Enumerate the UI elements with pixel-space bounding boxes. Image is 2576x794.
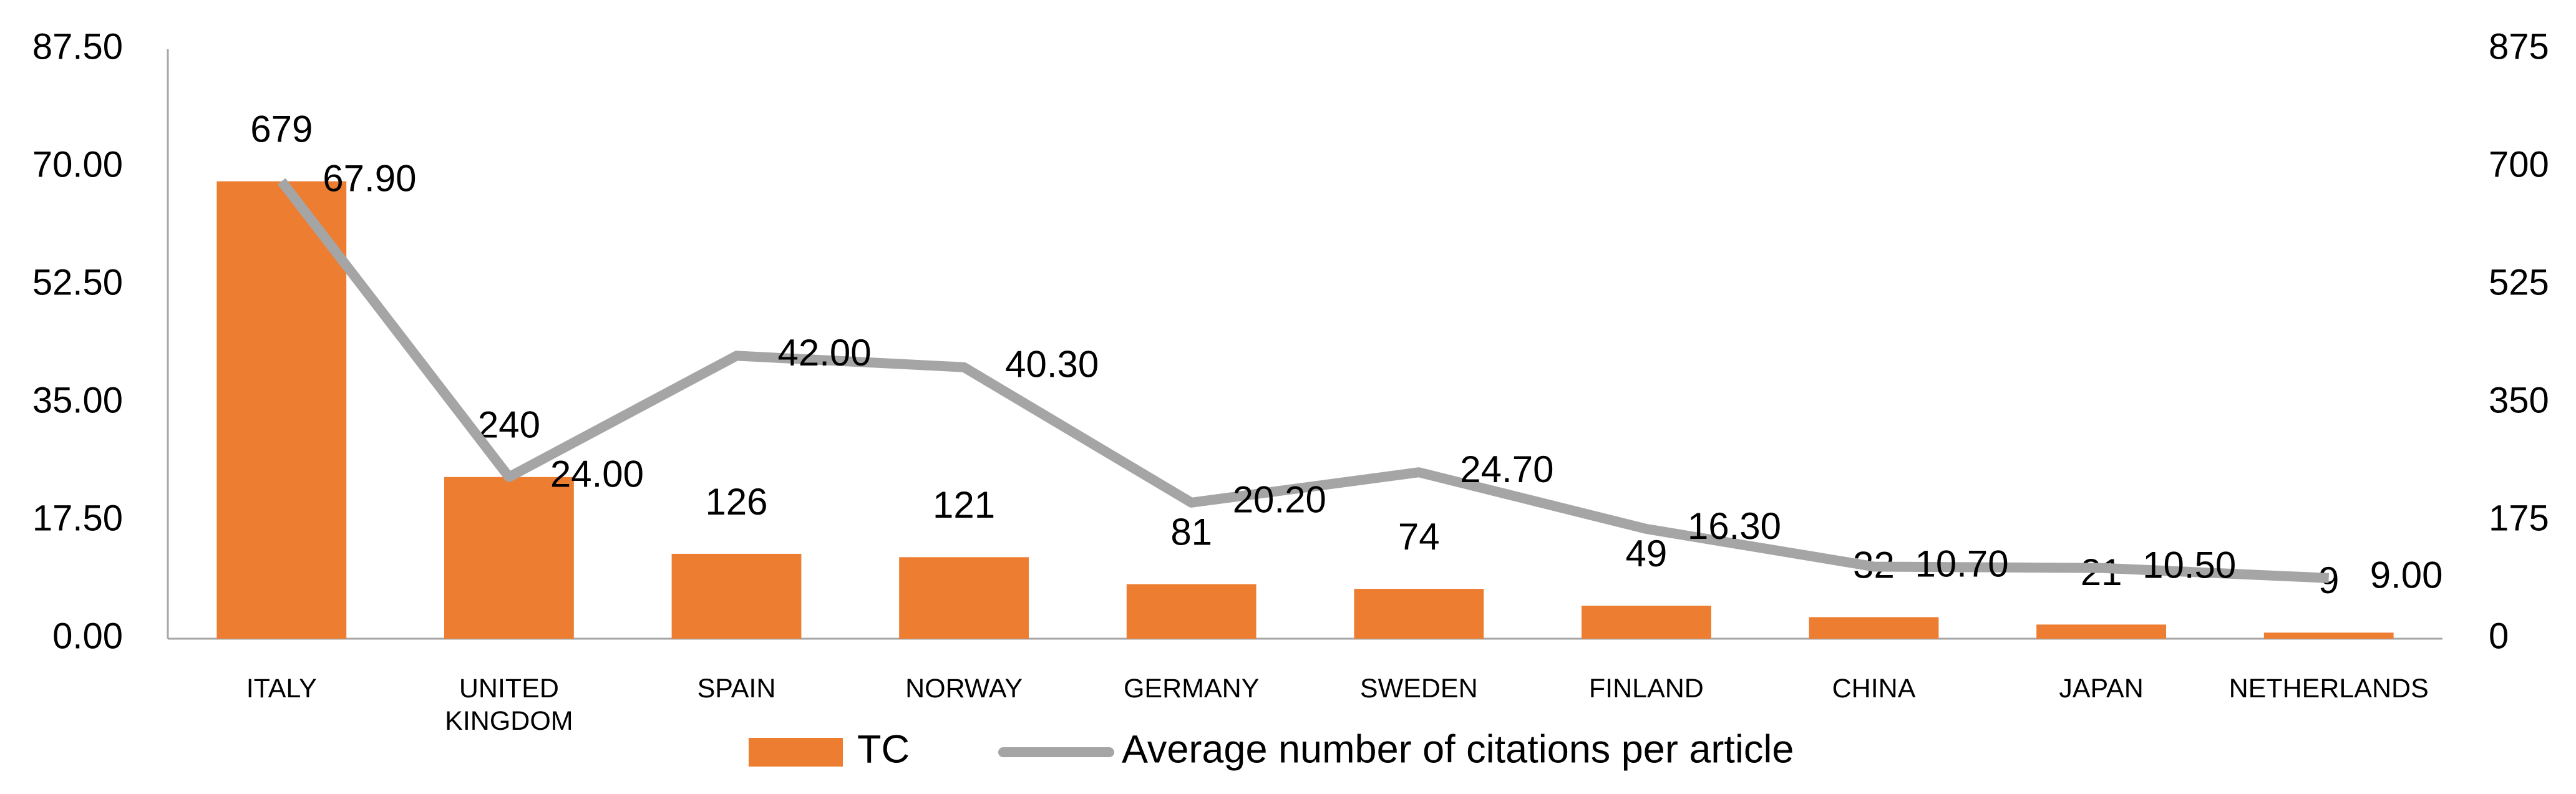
bar [1809, 617, 1939, 639]
legend-label: Average number of citations per article [1122, 728, 1794, 772]
bar [899, 557, 1029, 639]
x-tick-label: NORWAY [905, 674, 1023, 704]
x-tick-label: FINLAND [1588, 674, 1704, 704]
legend-label: TC [857, 728, 910, 772]
bar [1354, 589, 1484, 639]
line-value-label: 67.90 [323, 158, 416, 200]
x-tick-label: UNITED KINGDOM [445, 674, 573, 737]
y-tick-label: 17.50 [32, 498, 123, 538]
line-value-label: 9.00 [2370, 554, 2443, 596]
line-value-label: 16.30 [1688, 505, 1781, 547]
y2-tick-label: 875 [2489, 26, 2549, 67]
y2-tick-label: 525 [2489, 262, 2549, 303]
y-tick-label: 52.50 [32, 262, 123, 303]
bar-value-label: 49 [1626, 533, 1668, 574]
legend-swatch [749, 738, 843, 767]
line-value-label: 24.70 [1460, 448, 1553, 490]
y2-tick-label: 175 [2489, 498, 2549, 538]
y2-tick-label: 0 [2489, 616, 2509, 656]
y-tick-label: 0.00 [52, 616, 123, 656]
bar-value-label: 121 [933, 484, 995, 526]
bar [671, 553, 802, 639]
x-tick-label: SPAIN [697, 674, 776, 704]
bar-value-label: 126 [705, 481, 767, 523]
line-value-label: 40.30 [1005, 344, 1099, 385]
y-tick-label: 87.50 [32, 26, 123, 67]
bar-value-label: 74 [1398, 516, 1440, 558]
line-value-label: 42.00 [778, 332, 872, 374]
line-value-label: 24.00 [550, 453, 644, 495]
line-value-label: 10.50 [2142, 544, 2236, 586]
bar-value-label: 81 [1170, 511, 1212, 553]
y2-tick-label: 350 [2489, 380, 2549, 420]
bar [2036, 624, 2167, 639]
bar [2263, 632, 2394, 639]
line-value-label: 20.20 [1233, 479, 1326, 521]
x-tick-label: JAPAN [2059, 674, 2144, 704]
line-value-label: 10.70 [1915, 543, 2009, 584]
x-tick-label: GERMANY [1123, 674, 1260, 704]
bar [444, 477, 574, 639]
line [277, 178, 2330, 583]
y2-tick-label: 700 [2489, 144, 2549, 185]
bar [1126, 584, 1256, 639]
bar [1581, 606, 1711, 639]
bar-value-label: 679 [250, 109, 313, 150]
y-tick-label: 70.00 [32, 144, 123, 185]
x-tick-label: SWEDEN [1359, 674, 1478, 704]
x-tick-label: ITALY [246, 674, 317, 704]
y-tick-label: 35.00 [32, 380, 123, 420]
bar [216, 181, 347, 639]
x-tick-label: NETHERLANDS [2228, 674, 2429, 704]
x-tick-label: CHINA [1832, 674, 1916, 704]
bar-value-label: 240 [478, 404, 540, 446]
